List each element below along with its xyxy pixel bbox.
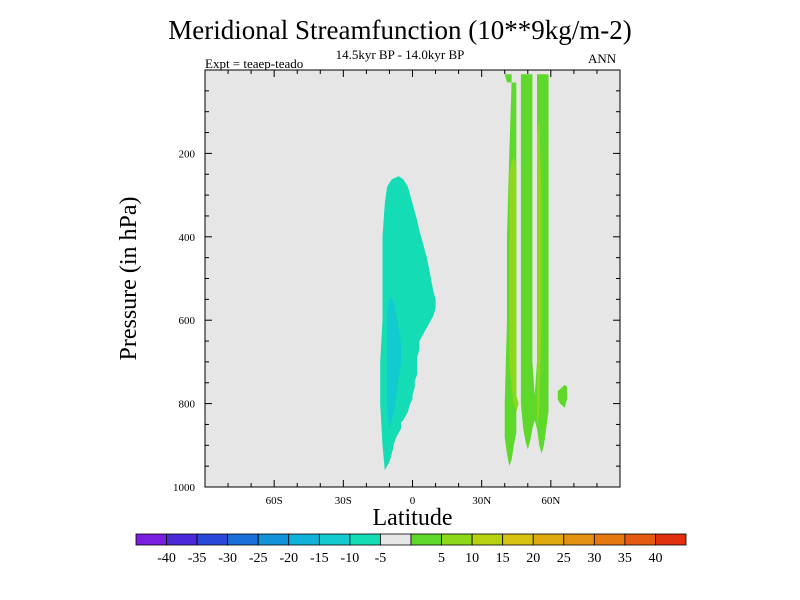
colorbar-swatch xyxy=(196,533,229,546)
colorbar-swatch xyxy=(288,533,320,546)
colorbar-label: -25 xyxy=(249,551,268,566)
colorbar-swatch xyxy=(655,533,687,546)
x-tick-label: 30N xyxy=(472,495,491,507)
contour-midlat-cell-north-inner xyxy=(509,157,519,412)
colorbar-swatch xyxy=(410,533,442,546)
colorbar-label: -5 xyxy=(375,551,387,566)
colorbar-swatch xyxy=(166,533,198,546)
colorbar-swatch xyxy=(227,533,259,546)
y-tick-labels: 200 400 600 800 1000 xyxy=(173,148,196,494)
colorbar-label: 35 xyxy=(618,551,632,566)
y-axis-label: Pressure (in hPa) xyxy=(116,197,142,361)
colorbar-swatch xyxy=(135,533,167,546)
chart-title: Meridional Streamfunction (10**9kg/m-2) xyxy=(168,15,632,45)
contour-high-lat-patch xyxy=(557,384,567,408)
x-tick-label: 30S xyxy=(335,495,352,507)
y-tick-label: 800 xyxy=(179,399,196,411)
contour-tropical-cell-neg10 xyxy=(387,297,401,429)
y-tick-label: 600 xyxy=(179,315,196,327)
colorbar-label: 30 xyxy=(587,551,601,566)
colorbar-swatch xyxy=(624,533,656,546)
colorbar-label: -40 xyxy=(157,551,176,566)
x-tick-label: 60N xyxy=(541,495,560,507)
colorbar-label: 40 xyxy=(648,551,662,566)
colorbar-label: 5 xyxy=(438,551,445,566)
season-label: ANN xyxy=(588,51,617,66)
colorbar-swatch xyxy=(441,533,473,546)
x-tick-label: 0 xyxy=(410,495,416,507)
colorbar xyxy=(135,533,687,546)
x-axis-label: Latitude xyxy=(373,505,453,531)
x-tick-label: 60S xyxy=(266,495,283,507)
colorbar-label: -35 xyxy=(188,551,207,566)
colorbar-label: 10 xyxy=(465,551,479,566)
colorbar-swatch xyxy=(471,533,504,546)
contour-midlat-cell-south-inner xyxy=(537,120,542,429)
experiment-label: Expt = teaep-teado xyxy=(205,56,304,71)
colorbar-label: -10 xyxy=(341,551,360,566)
axis-ticks xyxy=(205,70,620,487)
y-tick-label: 400 xyxy=(179,232,196,244)
y-tick-label: 1000 xyxy=(173,482,196,494)
colorbar-swatch xyxy=(532,533,565,546)
y-tick-label: 200 xyxy=(179,148,196,160)
colorbar-swatch xyxy=(502,533,534,546)
contour-regions xyxy=(380,74,567,471)
colorbar-swatch xyxy=(257,533,290,546)
colorbar-swatch xyxy=(318,533,351,546)
colorbar-label: -15 xyxy=(310,551,329,566)
colorbar-label: 15 xyxy=(496,551,510,566)
colorbar-label: 25 xyxy=(557,551,571,566)
colorbar-labels: -40 -35 -30 -25 -20 -15 -10 -5 5 10 15 20 25 30 35 40 xyxy=(157,551,662,566)
colorbar-swatch xyxy=(349,533,381,546)
colorbar-label: 20 xyxy=(526,551,540,566)
chart-subtitle: 14.5kyr BP - 14.0kyr BP xyxy=(335,47,465,62)
colorbar-swatch xyxy=(380,533,412,546)
colorbar-label: -30 xyxy=(218,551,237,566)
colorbar-label: -20 xyxy=(279,551,298,566)
x-tick-labels: 60S 30S 0 30N 60N xyxy=(266,495,561,507)
colorbar-swatch xyxy=(563,533,595,546)
colorbar-swatch xyxy=(593,533,626,546)
